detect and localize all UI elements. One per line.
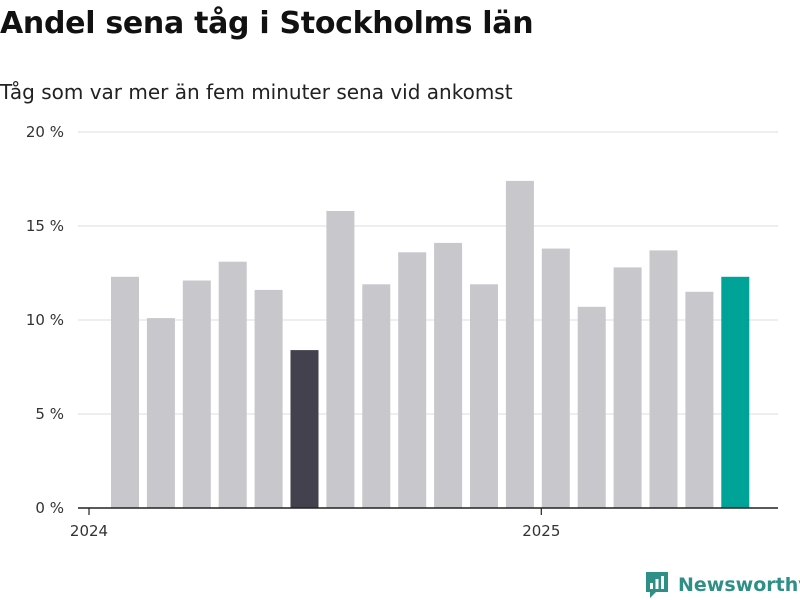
bar [685,291,714,508]
bar [146,318,175,508]
chart-subtitle: Tåg som var mer än fem minuter sena vid … [0,80,513,104]
newsworthy-logo-icon [646,572,668,598]
y-tick-label: 0 % [35,499,64,517]
bar [434,242,463,508]
bar [541,248,570,508]
bar [182,280,211,508]
bar [649,250,678,508]
y-tick-label: 20 % [26,123,64,141]
bar [505,180,534,508]
bar [254,289,283,508]
bar [613,267,642,508]
chart-title: Andel sena tåg i Stockholms län [0,6,534,41]
bar [721,276,750,508]
axes: 0 % 5 % 10 % 15 % 20 % 2024 2025 [26,123,778,540]
bar [326,211,355,508]
x-tick-label: 2024 [70,522,108,540]
y-tick-label: 10 % [26,311,64,329]
bar [577,306,606,508]
bar [111,276,139,508]
x-tick-label: 2025 [522,522,560,540]
bar [398,252,427,508]
y-tick-label: 15 % [26,217,64,235]
brand-logo: Newsworthy [644,570,800,600]
bars [111,180,750,508]
bar [470,284,498,508]
bar [218,261,247,508]
y-tick-label: 5 % [35,405,64,423]
bar [290,350,319,508]
bar [362,284,391,508]
brand-name: Newsworthy [678,574,800,596]
